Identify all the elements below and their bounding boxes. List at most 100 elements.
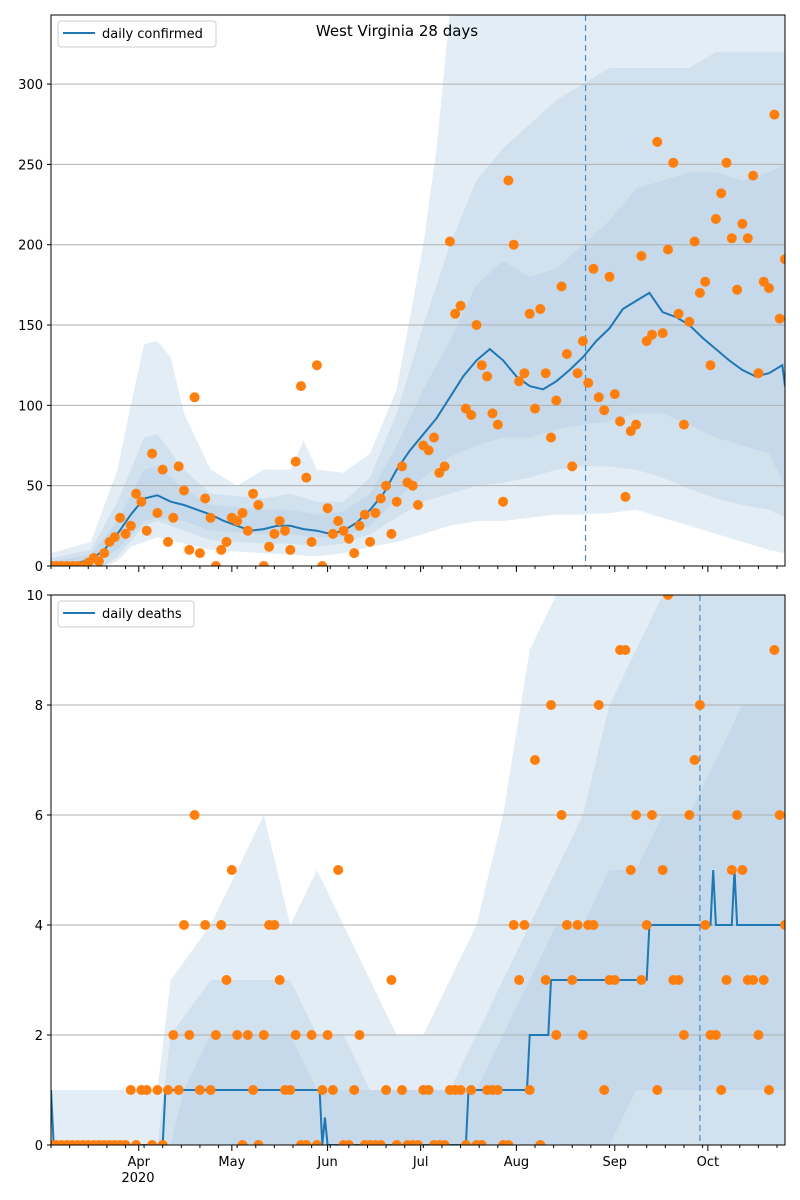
y-tick-label: 4 <box>35 919 43 934</box>
observed-point <box>540 368 551 379</box>
observed-point <box>343 533 354 544</box>
observed-point <box>157 1140 168 1145</box>
observed-point <box>141 525 152 536</box>
observed-point <box>354 520 365 531</box>
observed-point <box>93 556 104 566</box>
observed-point <box>716 188 727 199</box>
observed-point <box>636 975 647 985</box>
observed-point <box>556 281 567 292</box>
observed-point <box>397 1085 407 1095</box>
observed-point <box>210 1030 221 1040</box>
legend-box <box>57 20 217 48</box>
observed-point <box>413 500 423 510</box>
observed-point <box>524 308 535 319</box>
x-tick-label: Apr <box>128 1155 151 1170</box>
observed-point <box>780 920 785 930</box>
observed-point <box>466 1085 477 1095</box>
observed-point <box>370 508 381 518</box>
observed-point <box>673 975 684 985</box>
observed-point <box>652 1085 663 1095</box>
observed-point <box>349 548 360 559</box>
observed-point <box>274 975 285 985</box>
observed-point <box>232 516 243 526</box>
observed-point <box>450 308 461 319</box>
observed-point <box>726 233 737 244</box>
confirmed-y-axis: 0 50 100 150 200 250 300 <box>18 78 51 575</box>
observed-point <box>216 920 227 930</box>
observed-point <box>609 975 620 985</box>
observed-point <box>397 461 407 472</box>
observed-point <box>173 1085 184 1095</box>
y-tick-label: 200 <box>18 239 43 254</box>
observed-point <box>455 300 466 311</box>
observed-point <box>572 920 583 930</box>
observed-point <box>269 920 280 930</box>
observed-point <box>482 371 493 382</box>
x-axis-year-label: 2020 <box>121 1171 154 1186</box>
observed-point <box>338 525 349 536</box>
observed-point <box>460 1140 471 1145</box>
observed-point <box>657 865 668 875</box>
observed-point <box>125 520 136 531</box>
confirmed-panel: 0 50 100 150 200 250 300 West Virginia 28 days… <box>18 14 786 575</box>
observed-point <box>391 496 402 507</box>
observed-point <box>381 1085 392 1095</box>
observed-point <box>551 395 562 406</box>
observed-point <box>689 236 700 247</box>
observed-point <box>753 368 764 379</box>
observed-point <box>131 1140 142 1145</box>
observed-point <box>343 1140 354 1145</box>
observed-point <box>663 595 673 600</box>
observed-point <box>375 1140 386 1145</box>
observed-point <box>721 975 732 985</box>
deaths-x-axis: Apr May Jun Jul Aug Sep Oct <box>50 1145 778 1170</box>
observed-point <box>546 432 556 443</box>
observed-point <box>381 480 392 491</box>
observed-point <box>375 493 386 504</box>
observed-point <box>593 392 604 403</box>
observed-point <box>258 561 269 566</box>
observed-point <box>194 1085 205 1095</box>
observed-point <box>673 308 684 319</box>
y-tick-label: 2 <box>35 1029 43 1044</box>
x-tick-label: Oct <box>697 1155 719 1170</box>
deaths-uncertainty-bands <box>51 595 785 1145</box>
observed-point <box>737 865 748 875</box>
observed-point <box>678 1030 689 1040</box>
confirmed-axes-frame <box>50 14 786 567</box>
observed-point <box>524 1085 535 1095</box>
observed-point <box>200 493 211 504</box>
observed-point <box>120 1140 131 1145</box>
observed-point <box>136 496 147 507</box>
observed-point <box>742 233 753 244</box>
deaths-panel: 0 2 4 6 8 10 Apr May Jun Jul Aug Sep Oct 2020 daily… <box>26 589 786 1186</box>
observed-point <box>311 1140 322 1145</box>
observed-point <box>253 1140 264 1145</box>
observed-point <box>710 214 721 224</box>
observed-point <box>567 461 578 472</box>
observed-point <box>492 1085 503 1095</box>
observed-point <box>764 283 774 294</box>
observed-point <box>599 405 610 416</box>
observed-point <box>647 810 657 820</box>
observed-point <box>439 1140 450 1145</box>
legend-label-confirmed: daily confirmed <box>102 27 203 42</box>
observed-point <box>354 1030 365 1040</box>
deaths-legend: daily deaths <box>57 600 195 628</box>
y-tick-label: 50 <box>26 480 43 495</box>
observed-point <box>237 508 248 518</box>
observed-point <box>503 175 514 186</box>
band-inner-band <box>51 164 785 565</box>
observed-point <box>322 1030 333 1040</box>
observed-point <box>285 544 296 555</box>
deaths-axes-frame <box>50 594 786 1146</box>
observed-point <box>647 329 657 340</box>
observed-point <box>694 700 705 710</box>
observed-point <box>296 381 306 392</box>
observed-point <box>179 920 189 930</box>
observed-point <box>726 865 737 875</box>
y-tick-label: 100 <box>18 399 43 414</box>
observed-point <box>423 1085 434 1095</box>
observed-point <box>141 1085 152 1095</box>
